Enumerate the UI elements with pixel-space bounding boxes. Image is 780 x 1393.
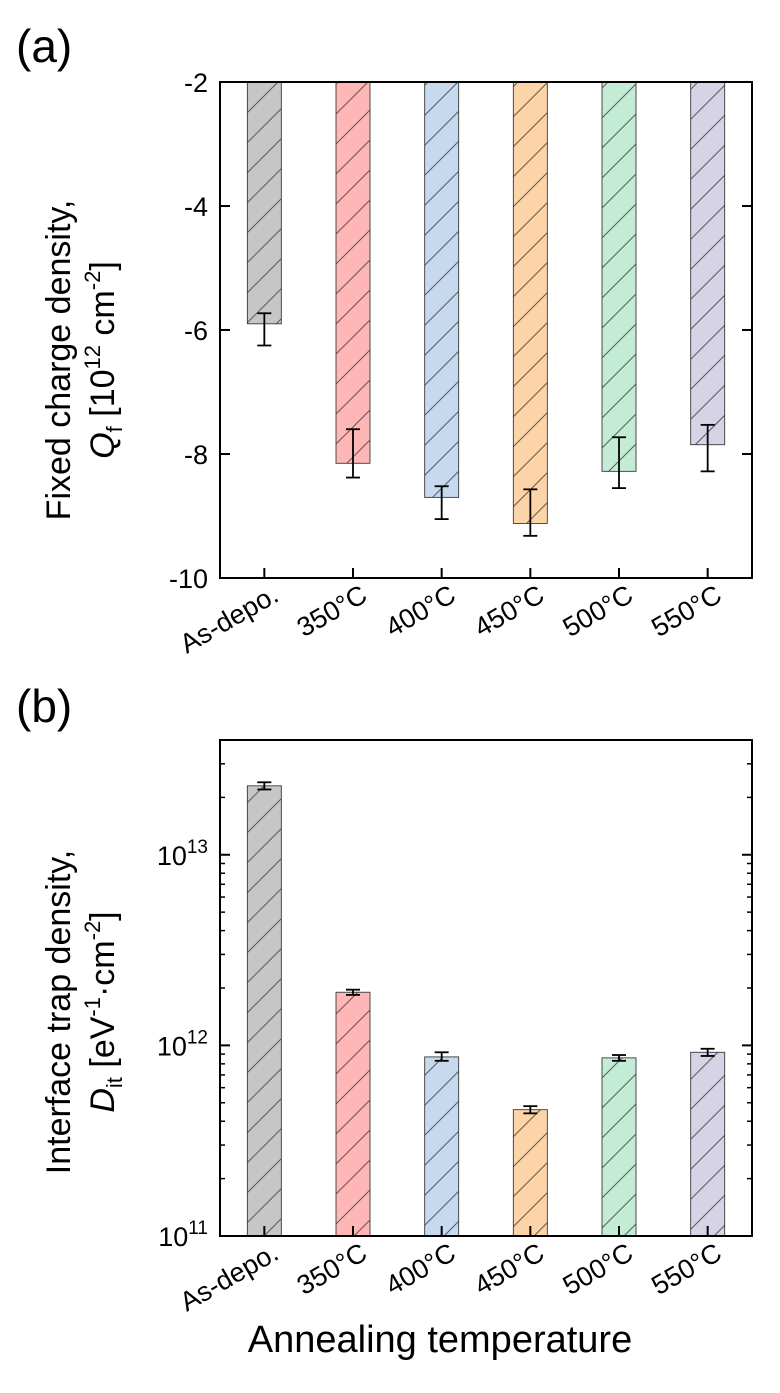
bar bbox=[335, 991, 371, 1237]
y-tick-label: 1013 bbox=[157, 837, 208, 871]
x-tick-label: 500°C bbox=[558, 579, 638, 643]
y-tick-label: 1012 bbox=[157, 1027, 208, 1061]
x-tick-label: 450°C bbox=[469, 579, 549, 643]
x-tick-label: 450°C bbox=[469, 1237, 549, 1301]
x-tick-label: 550°C bbox=[646, 579, 726, 643]
y-tick-label: -4 bbox=[184, 192, 208, 222]
panel-a-ylabel-line2: Qf [1012 cm-2] bbox=[80, 261, 127, 459]
x-tick-label: As-depo. bbox=[175, 1237, 284, 1317]
x-tick-label: 400°C bbox=[380, 1237, 460, 1301]
panel-b-plot: 1011 1012 1013 As-depo. 350°C 400°C 450°C 500°C… bbox=[157, 739, 753, 1317]
x-tick-label: 500°C bbox=[558, 1237, 638, 1301]
panel-b-xlabel: Annealing temperature bbox=[248, 1319, 632, 1361]
panel-a-ylabel-line1: Fixed charge density, bbox=[40, 200, 78, 521]
panel-a: (a) Fixed charge density, Qf [1012 cm-2]… bbox=[16, 20, 753, 659]
bar bbox=[690, 81, 726, 446]
panel-b-label: (b) bbox=[16, 680, 72, 732]
bar bbox=[424, 1056, 460, 1237]
panel-b-ylabel-line2: Dit [eV-1·cm-2] bbox=[80, 911, 127, 1112]
y-tick-label: -8 bbox=[184, 440, 208, 470]
bar bbox=[335, 81, 371, 464]
y-tick-label: 1011 bbox=[158, 1218, 208, 1252]
y-tick-label: -6 bbox=[184, 316, 208, 346]
y-tick-label: -10 bbox=[169, 564, 208, 594]
bar bbox=[512, 1109, 548, 1237]
panel-a-label: (a) bbox=[16, 20, 72, 72]
panel-a-plot: -10-8-6-4-2As-depo. 350°C 400°C 450°C 500°C 5… bbox=[169, 68, 753, 659]
panel-b-ylabel: Interface trap density, Dit [eV-1·cm-2] bbox=[40, 850, 127, 1174]
bar bbox=[424, 81, 460, 498]
y-tick-label: -2 bbox=[184, 68, 208, 98]
x-tick-label: 350°C bbox=[292, 579, 372, 643]
panel-b-ylabel-line1: Interface trap density, bbox=[40, 850, 78, 1174]
x-tick-label: 350°C bbox=[292, 1237, 372, 1301]
bar bbox=[246, 785, 282, 1237]
plot-frame bbox=[219, 81, 753, 579]
plot-frame bbox=[219, 739, 753, 1237]
bar bbox=[246, 81, 282, 325]
x-tick-label: 400°C bbox=[380, 579, 460, 643]
bar bbox=[512, 81, 548, 524]
bar bbox=[601, 81, 637, 472]
panel-a-ylabel: Fixed charge density, Qf [1012 cm-2] bbox=[40, 200, 127, 521]
bar bbox=[601, 1057, 637, 1237]
x-tick-label: 550°C bbox=[646, 1237, 726, 1301]
panel-b: (b) Interface trap density, Dit [eV-1·cm… bbox=[16, 680, 753, 1361]
bar bbox=[690, 1051, 726, 1237]
